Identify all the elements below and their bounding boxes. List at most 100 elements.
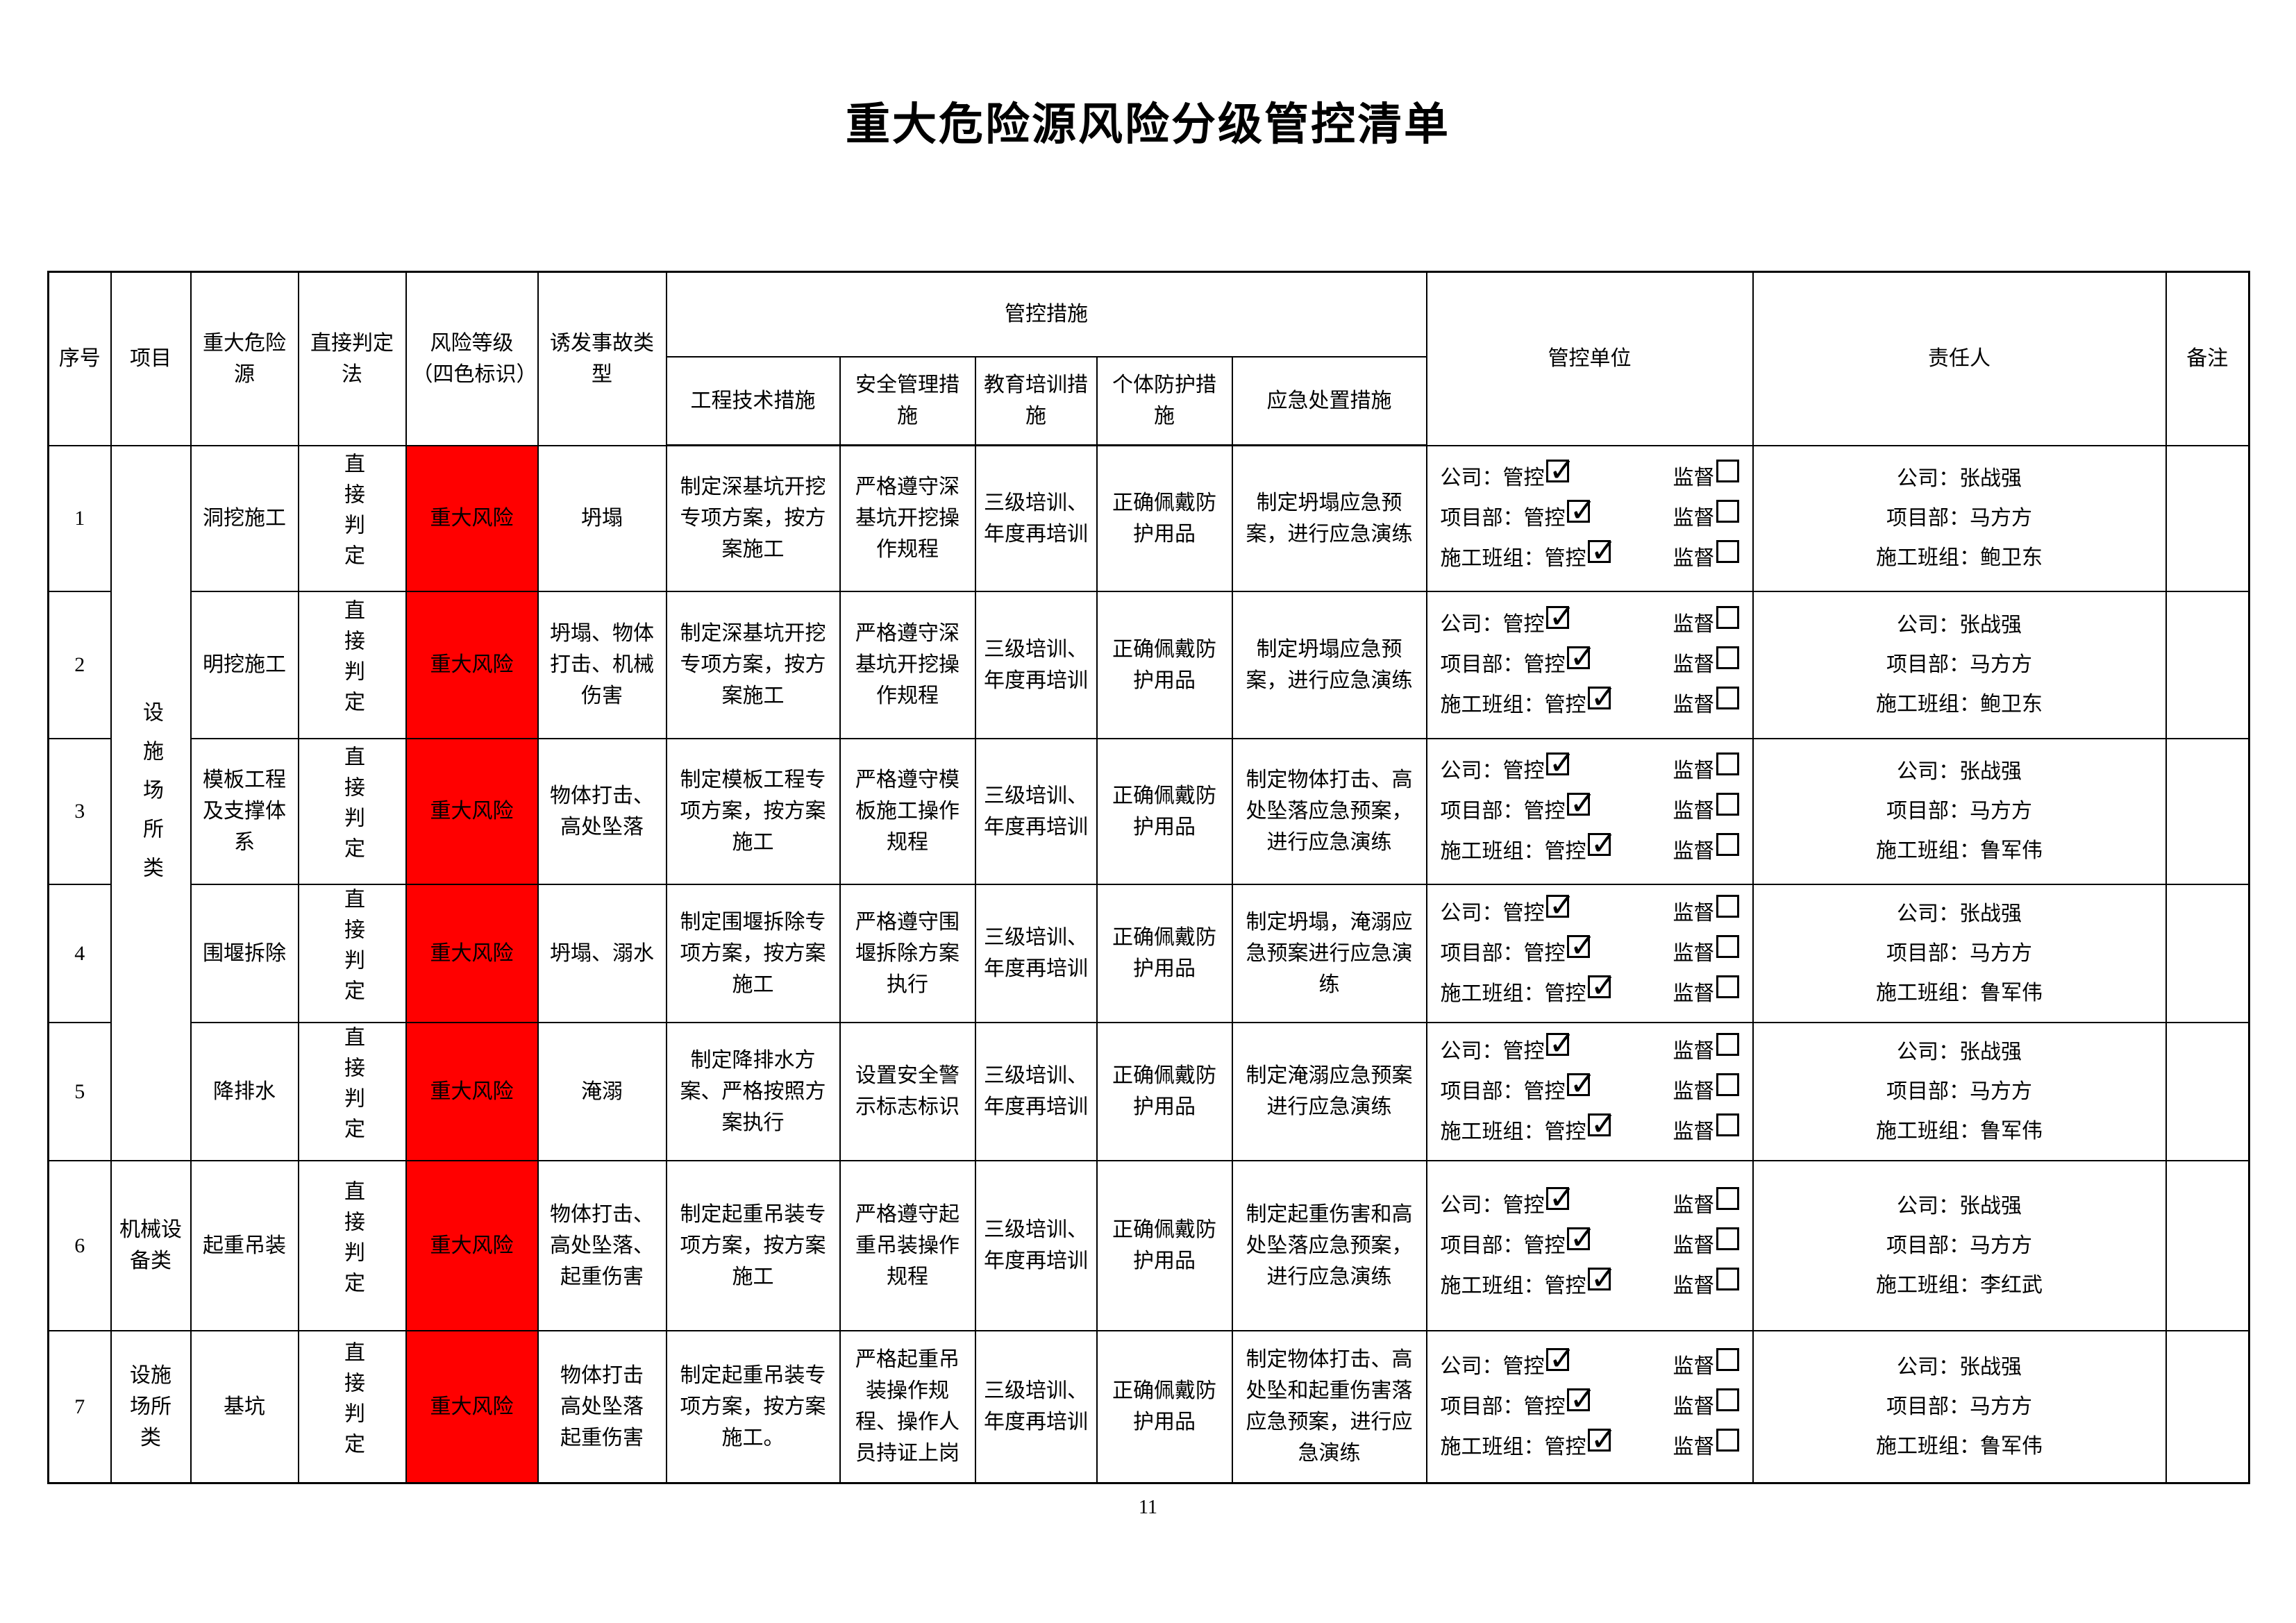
responsible-crew: 施工班组：鲁军伟 bbox=[1876, 839, 2043, 862]
checkbox-checked-icon bbox=[1587, 1254, 1617, 1302]
checkbox-checked-icon bbox=[1587, 1100, 1617, 1148]
unit-line-crew: 施工班组：管控 监督 bbox=[1441, 527, 1739, 579]
unit-supervise-label: 监督 bbox=[1673, 1234, 1715, 1257]
unit-supervise-label: 监督 bbox=[1673, 1039, 1715, 1063]
judgement-label: 直接判定 bbox=[341, 453, 364, 575]
unit-line-crew: 施工班组：管控 监督 bbox=[1441, 1415, 1739, 1467]
unit-line-project-dept: 项目部：管控 监督 bbox=[1441, 1214, 1739, 1265]
checkbox-unchecked-icon bbox=[1716, 1428, 1739, 1452]
cell-accident-type: 坍塌 bbox=[537, 444, 667, 592]
cell-remark bbox=[2165, 1159, 2250, 1331]
cell-accident-type: 物体打击、 高处坠落、 起重伤害 bbox=[537, 1159, 667, 1331]
unit-line-crew: 施工班组：管控 监督 bbox=[1441, 673, 1739, 725]
cell-control-unit: 公司：管控 监督 项目部：管控 监督 施工班组：管控 监督 bbox=[1425, 590, 1754, 739]
cell-risk-level: 重大风险 bbox=[405, 444, 539, 592]
header-project: 项目 bbox=[110, 271, 192, 446]
judgement-label: 直接判定 bbox=[341, 1340, 364, 1463]
responsible-crew: 施工班组：鲍卫东 bbox=[1876, 546, 2043, 569]
cell-training-measure: 三级培训、年度再培训 bbox=[974, 883, 1098, 1023]
checkbox-checked-icon bbox=[1545, 593, 1575, 641]
unit-control-label: 项目部：管控 bbox=[1440, 800, 1566, 823]
header-control-measures: 管控措施 bbox=[665, 271, 1427, 358]
checkbox-checked-icon bbox=[1566, 1060, 1596, 1108]
cell-judgement: 直接判定 bbox=[297, 444, 407, 592]
checkbox-unchecked-icon bbox=[1716, 1227, 1739, 1250]
cell-management-measure: 严格遵守深基坑开挖操作规程 bbox=[839, 444, 976, 592]
unit-supervise-label: 监督 bbox=[1673, 1435, 1715, 1458]
header-engineering-measure: 工程技术措施 bbox=[665, 355, 841, 446]
unit-supervise-label: 监督 bbox=[1673, 1120, 1715, 1143]
responsible-company: 公司：张战强 bbox=[1897, 1194, 2022, 1218]
responsible-company: 公司：张战强 bbox=[1897, 760, 2022, 783]
project-group-label: 设施场所类 bbox=[130, 1363, 171, 1449]
responsible-crew: 施工班组：鲍卫东 bbox=[1876, 693, 2043, 716]
unit-line-company: 公司：管控 监督 bbox=[1440, 447, 1739, 498]
cell-control-unit: 公司：管控 监督 项目部：管控 监督 施工班组：管控 监督 bbox=[1425, 1159, 1754, 1331]
responsible-project-dept: 项目部：马方方 bbox=[1886, 653, 2032, 676]
cell-hazard: 基坑 bbox=[190, 1329, 299, 1484]
unit-control-label: 公司：管控 bbox=[1440, 466, 1545, 489]
checkbox-unchecked-icon bbox=[1716, 934, 1739, 958]
responsible-crew: 施工班组：鲁军伟 bbox=[1876, 981, 2043, 1004]
cell-protection-measure: 正确佩戴防护用品 bbox=[1096, 1329, 1233, 1484]
cell-remark bbox=[2165, 883, 2250, 1023]
checkbox-unchecked-icon bbox=[1716, 975, 1739, 998]
table-row: 3 模板工程及支撑体系 直接判定 重大风险 物体打击、高处坠落 制定模板工程专项… bbox=[47, 737, 2250, 885]
cell-remark bbox=[2165, 444, 2250, 592]
unit-supervise-label: 监督 bbox=[1673, 507, 1715, 530]
checkbox-checked-icon bbox=[1566, 1375, 1596, 1423]
cell-management-measure: 严格遵守深基坑开挖操作规程 bbox=[839, 590, 976, 739]
unit-control-label: 施工班组：管控 bbox=[1440, 1120, 1586, 1143]
cell-training-measure: 三级培训、年度再培训 bbox=[974, 737, 1098, 885]
checkbox-unchecked-icon bbox=[1716, 460, 1739, 482]
header-accident-type: 诱发事故类型 bbox=[537, 271, 667, 446]
cell-emergency-measure: 制定坍塌，淹溺应急预案进行应急演练 bbox=[1231, 883, 1427, 1023]
responsible-project-dept: 项目部：马方方 bbox=[1886, 507, 2032, 530]
cell-emergency-measure: 制定淹溺应急预案进行应急演练 bbox=[1231, 1021, 1427, 1161]
checkbox-checked-icon bbox=[1545, 1174, 1575, 1222]
cell-risk-level: 重大风险 bbox=[405, 883, 539, 1023]
table-row: 4 围堰拆除 直接判定 重大风险 坍塌、溺水 制定围堰拆除专项方案，按方案施工 … bbox=[47, 883, 2250, 1023]
cell-engineering-measure: 制定降排水方案、严格按照方案执行 bbox=[665, 1021, 841, 1161]
unit-control-label: 施工班组：管控 bbox=[1440, 840, 1586, 863]
checkbox-unchecked-icon bbox=[1716, 1267, 1739, 1290]
responsible-company: 公司：张战强 bbox=[1897, 614, 2022, 637]
unit-supervise-label: 监督 bbox=[1673, 1274, 1715, 1297]
cell-control-unit: 公司：管控 监督 项目部：管控 监督 施工班组：管控 监督 bbox=[1425, 1021, 1754, 1161]
cell-serial: 5 bbox=[47, 1021, 112, 1161]
judgement-label: 直接判定 bbox=[341, 599, 364, 721]
checkbox-unchecked-icon bbox=[1716, 1186, 1739, 1210]
cell-judgement: 直接判定 bbox=[297, 883, 407, 1023]
judgement-label: 直接判定 bbox=[341, 746, 364, 868]
responsible-project-dept: 项目部：马方方 bbox=[1886, 800, 2032, 823]
checkbox-checked-icon bbox=[1587, 1415, 1617, 1463]
checkbox-checked-icon bbox=[1566, 922, 1596, 970]
responsible-project-dept: 项目部：马方方 bbox=[1886, 1395, 2032, 1418]
checkbox-checked-icon bbox=[1545, 1335, 1575, 1383]
cell-engineering-measure: 制定起重吊装专项方案，按方案施工。 bbox=[665, 1329, 841, 1484]
header-remark: 备注 bbox=[2165, 271, 2250, 446]
responsible-crew: 施工班组：鲁军伟 bbox=[1876, 1119, 2043, 1143]
page-number: 11 bbox=[1139, 1497, 1157, 1518]
checkbox-checked-icon bbox=[1545, 1024, 1575, 1068]
responsible-crew: 施工班组：鲁军伟 bbox=[1876, 1434, 2043, 1458]
unit-line-project-dept: 项目部：管控 监督 bbox=[1441, 1375, 1739, 1427]
risk-control-table: 序号 项目 重大危险源 直接判定法 风险等级（四色标识） 诱发事故类型 管控措施… bbox=[47, 271, 2250, 1484]
cell-risk-level: 重大风险 bbox=[405, 737, 539, 885]
cell-hazard: 围堰拆除 bbox=[190, 883, 299, 1023]
unit-supervise-label: 监督 bbox=[1673, 901, 1715, 925]
table-row: 6 机械设备类 起重吊装 直接判定 重大风险 物体打击、 高处坠落、 起重伤害 … bbox=[47, 1159, 2250, 1331]
cell-training-measure: 三级培训、年度再培训 bbox=[974, 590, 1098, 739]
responsible-company: 公司：张战强 bbox=[1897, 1355, 2022, 1379]
unit-control-label: 施工班组：管控 bbox=[1440, 1274, 1586, 1297]
checkbox-checked-icon bbox=[1566, 780, 1596, 827]
cell-protection-measure: 正确佩戴防护用品 bbox=[1096, 737, 1233, 885]
unit-line-crew: 施工班组：管控 监督 bbox=[1441, 962, 1739, 1014]
unit-supervise-label: 监督 bbox=[1673, 613, 1715, 636]
cell-judgement: 直接判定 bbox=[297, 737, 407, 885]
cell-project-group: 设施场所类 bbox=[110, 1329, 192, 1484]
cell-control-unit: 公司：管控 监督 项目部：管控 监督 施工班组：管控 监督 bbox=[1425, 444, 1754, 592]
cell-accident-type: 淹溺 bbox=[537, 1021, 667, 1161]
unit-control-label: 公司：管控 bbox=[1440, 901, 1545, 925]
